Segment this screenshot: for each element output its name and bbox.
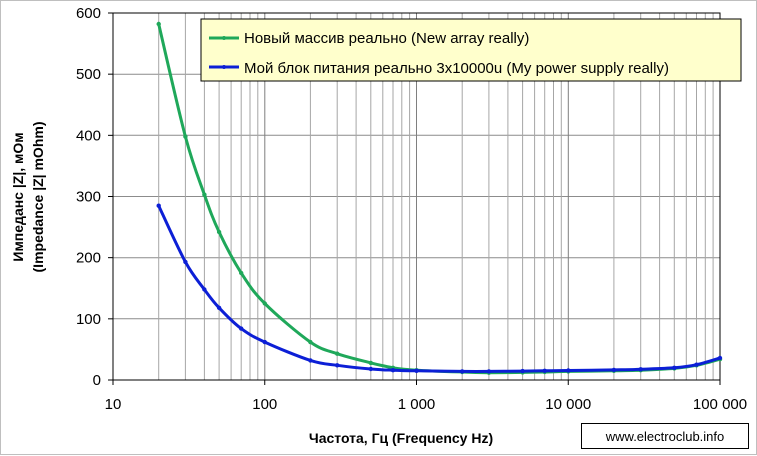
data-point [368, 360, 373, 366]
x-tick-label: 10 [105, 396, 122, 413]
series-layer [156, 21, 723, 375]
data-point [717, 355, 723, 361]
data-point [335, 351, 340, 356]
data-point [216, 229, 222, 235]
series-line [157, 205, 721, 373]
data-point [216, 305, 222, 310]
x-axis-title: Частота, Гц (Frequency Hz) [309, 430, 493, 446]
data-point [542, 368, 547, 373]
y-tick-label: 100 [76, 311, 101, 328]
data-point [460, 369, 465, 374]
data-point [239, 270, 244, 276]
data-point [239, 326, 244, 331]
data-point [672, 365, 677, 370]
y-axis-title-line2: (Impedance |Z| mOhm) [30, 122, 46, 273]
data-point [390, 368, 396, 373]
watermark-box: www.electroclub.info [581, 423, 749, 449]
legend-label-power-supply: Мой блок питания реально 3x10000u (My po… [244, 60, 669, 77]
legend-marker-new-array [222, 36, 226, 40]
y-tick-label: 400 [76, 127, 101, 144]
data-point [368, 366, 373, 372]
data-point [202, 192, 207, 197]
x-tick-label: 100 000 [693, 396, 747, 413]
legend-box [200, 18, 742, 82]
data-point [202, 287, 207, 292]
data-point [694, 362, 699, 367]
data-point [156, 203, 161, 208]
legend: Новый массив реально (New array really) … [200, 18, 742, 82]
data-point [486, 369, 492, 374]
data-point [335, 363, 340, 368]
y-axis-title-line1: Импеданс |Z|, мОм [10, 132, 26, 261]
data-point [566, 368, 571, 373]
x-tick-label: 100 [252, 396, 277, 413]
data-point [308, 358, 313, 363]
y-tick-label: 0 [93, 372, 101, 389]
data-point [414, 368, 419, 373]
data-point [262, 339, 267, 345]
series-2 [156, 203, 723, 374]
data-point [638, 367, 643, 372]
tick-labels: 0 100 200 300 400 500 600 10 100 1 000 10 000 100 0… [76, 5, 747, 413]
y-tick-label: 300 [76, 189, 101, 206]
data-point [308, 339, 313, 345]
y-tick-label: 500 [76, 66, 101, 83]
y-tick-label: 600 [76, 5, 101, 22]
data-point [183, 259, 188, 265]
y-tick-label: 200 [76, 250, 101, 267]
data-point [183, 134, 188, 139]
data-point [520, 368, 525, 374]
data-point [156, 21, 161, 27]
legend-label-new-array: Новый массив реально (New array really) [244, 30, 529, 47]
data-point [262, 301, 267, 306]
x-tick-label: 1 000 [398, 396, 436, 413]
data-point [611, 367, 617, 373]
legend-marker-power-supply [222, 65, 226, 69]
x-tick-label: 10 000 [545, 396, 591, 413]
